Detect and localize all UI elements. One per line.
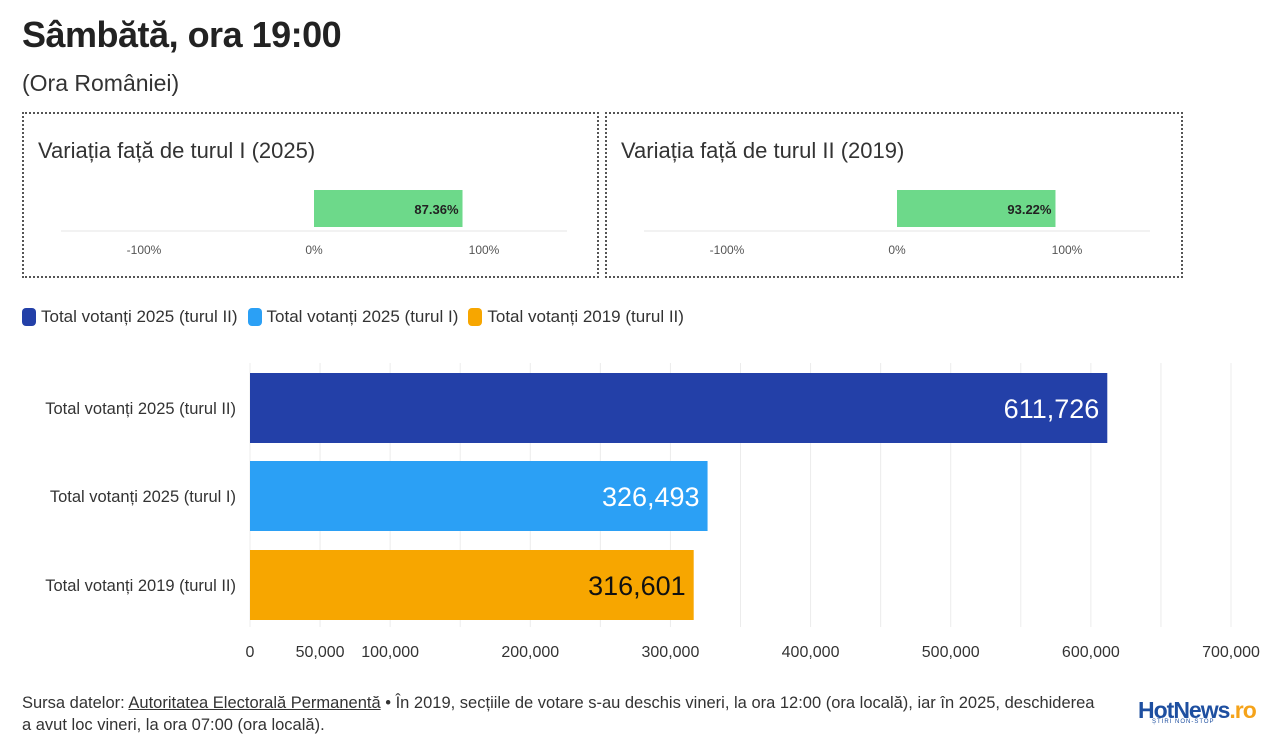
x-tick-label: 500,000 xyxy=(922,644,980,661)
category-label: Total votanți 2025 (turul II) xyxy=(45,400,236,418)
page-subtitle: (Ora României) xyxy=(22,70,180,96)
page-title: Sâmbătă, ora 19:00 xyxy=(22,14,342,55)
variation-title: Variația față de turul II (2019) xyxy=(621,138,905,163)
variation-tick-label: -100% xyxy=(710,243,745,257)
logo-tagline: ȘTIRI NON-STOP xyxy=(1152,719,1215,725)
voters-bar-chart: Total votanți 2025 (turul II) 611,726 Tota… xyxy=(45,363,1260,661)
x-tick-label: 50,000 xyxy=(296,644,345,661)
variation-title: Variația față de turul I (2025) xyxy=(38,138,316,163)
variation-value-label: 93.22% xyxy=(1007,202,1052,217)
x-tick-label: 300,000 xyxy=(642,644,700,661)
variation-value-label: 87.36% xyxy=(414,202,459,217)
chart-legend: Total votanți 2025 (turul II) Total vota… xyxy=(22,307,684,327)
variation-bar xyxy=(897,190,1056,227)
x-tick-label: 700,000 xyxy=(1202,644,1260,661)
x-tick-label: 0 xyxy=(246,644,255,661)
variation-bar-chart: 93.22% -100% 0% 100% xyxy=(644,190,1150,257)
legend-swatch xyxy=(22,308,36,326)
x-tick-label: 400,000 xyxy=(782,644,840,661)
source-link[interactable]: Autoritatea Electorală Permanentă xyxy=(128,694,381,712)
bar-value-label: 326,493 xyxy=(602,482,700,512)
variation-bar xyxy=(314,190,463,227)
legend-swatch xyxy=(247,308,262,326)
category-label: Total votanți 2019 (turul II) xyxy=(45,577,236,595)
bar-value-label: 611,726 xyxy=(1004,394,1100,424)
legend-item: Total votanți 2025 (turul I) xyxy=(247,307,459,327)
x-tick-label: 200,000 xyxy=(501,644,559,661)
legend-label: Total votanți 2025 (turul I) xyxy=(266,307,459,326)
legend-label: Total votanți 2019 (turul II) xyxy=(487,307,684,326)
hotnews-logo: HotNews.ro xyxy=(1138,697,1257,723)
bar-value-label: 316,601 xyxy=(588,571,686,601)
variation-tick-label: 0% xyxy=(305,243,323,257)
legend-label: Total votanți 2025 (turul II) xyxy=(41,307,238,326)
variation-tick-label: 0% xyxy=(888,243,906,257)
variation-box-round2-2019: Variația față de turul II (2019) 93.22% -… xyxy=(605,112,1183,278)
footer-note: • În 2019, secțiile de votare s-au desch… xyxy=(22,694,1095,734)
bar xyxy=(250,373,1108,443)
x-tick-label: 600,000 xyxy=(1062,644,1120,661)
variation-tick-label: 100% xyxy=(469,243,500,257)
category-label: Total votanți 2025 (turul I) xyxy=(50,488,236,506)
variation-tick-label: -100% xyxy=(127,243,162,257)
variation-tick-label: 100% xyxy=(1052,243,1083,257)
x-tick-label: 100,000 xyxy=(361,644,419,661)
bar xyxy=(250,461,708,531)
footer-source: Sursa datelor: Autoritatea Electorală Pe… xyxy=(22,692,1102,736)
legend-swatch xyxy=(468,308,483,326)
legend-item: Total votanți 2025 (turul II) xyxy=(22,307,238,327)
bar xyxy=(250,550,694,620)
footer-prefix: Sursa datelor: xyxy=(22,694,129,712)
variation-bar-chart: 87.36% -100% 0% 100% xyxy=(61,190,567,257)
legend-item: Total votanți 2019 (turul II) xyxy=(468,307,684,327)
variation-box-round1: Variația față de turul I (2025) 87.36% -1… xyxy=(22,112,599,278)
